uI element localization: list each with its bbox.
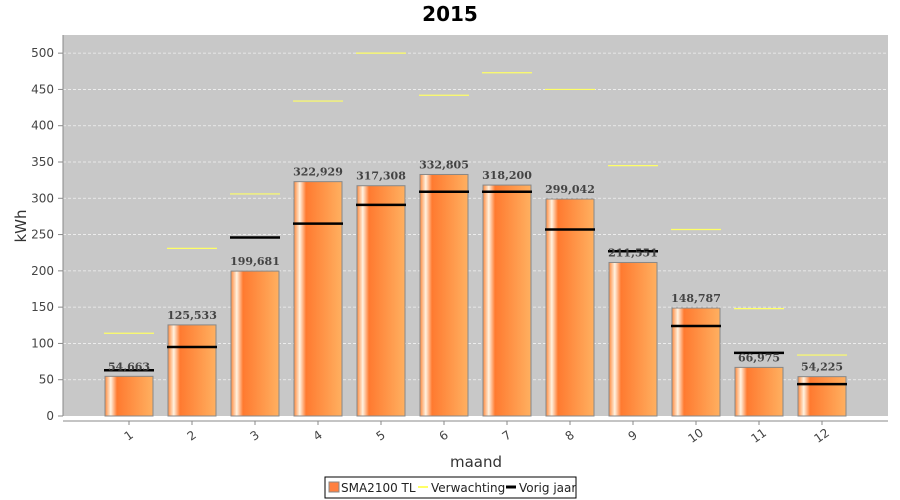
bar-9 xyxy=(608,261,658,417)
y-tick-label: 0 xyxy=(46,409,54,423)
x-axis-label: maand xyxy=(450,453,502,471)
x-tick-label: 12 xyxy=(811,426,832,446)
y-tick-label: 350 xyxy=(31,155,54,169)
y-tick-label: 450 xyxy=(31,82,54,96)
y-tick-label: 200 xyxy=(31,264,54,278)
data-label-5: 317,308 xyxy=(356,170,406,183)
y-tick-label: 150 xyxy=(31,300,54,314)
y-tick-label: 250 xyxy=(31,228,54,242)
x-tick-label: 7 xyxy=(500,428,514,444)
data-label-4: 322,929 xyxy=(293,166,343,179)
x-tick-label: 3 xyxy=(248,428,262,444)
y-tick-label: 500 xyxy=(31,46,54,60)
data-label-8: 299,042 xyxy=(545,183,595,196)
legend: SMA2100 TL Verwachting Vorig jaar xyxy=(324,476,577,499)
x-tick-label: 2 xyxy=(185,428,199,444)
bar-8 xyxy=(545,198,595,417)
bar-4 xyxy=(293,181,343,417)
legend-swatch-sma2100 xyxy=(328,481,340,493)
data-label-1: 54,663 xyxy=(108,360,150,373)
x-tick-label: 5 xyxy=(374,428,388,444)
data-label-3: 199,681 xyxy=(230,255,280,268)
chart-title: 2015 xyxy=(422,2,478,26)
y-tick-label: 50 xyxy=(39,373,54,387)
y-tick-label: 300 xyxy=(31,191,54,205)
data-label-11: 66,975 xyxy=(738,351,780,364)
x-tick-label: 1 xyxy=(122,428,136,444)
x-tick-label: 10 xyxy=(685,426,706,446)
data-label-2: 125,533 xyxy=(167,309,217,322)
legend-label-sma2100: SMA2100 TL xyxy=(341,481,416,495)
data-label-7: 318,200 xyxy=(482,169,532,182)
bar-10 xyxy=(671,307,721,417)
x-tick-label: 6 xyxy=(437,428,451,444)
x-tick-label: 11 xyxy=(748,426,769,446)
legend-label-vorig-jaar: Vorig jaar xyxy=(519,481,576,495)
bar-11 xyxy=(734,366,784,417)
data-label-10: 148,787 xyxy=(671,292,721,305)
y-tick-label: 400 xyxy=(31,119,54,133)
y-tick-label: 100 xyxy=(31,336,54,350)
x-tick-label: 9 xyxy=(626,428,640,444)
legend-label-verwachting: Verwachting xyxy=(431,481,505,495)
x-tick-label: 8 xyxy=(563,428,577,444)
bar-5 xyxy=(356,185,406,417)
y-axis-label: kWh xyxy=(12,209,30,242)
data-label-9: 211,551 xyxy=(608,246,658,259)
x-tick-label: 4 xyxy=(311,428,325,444)
bar-6 xyxy=(419,173,469,417)
data-label-6: 332,805 xyxy=(419,158,469,171)
data-label-12: 54,225 xyxy=(801,361,843,374)
bar-7 xyxy=(482,184,532,417)
bar-2 xyxy=(167,324,217,417)
bar-1 xyxy=(104,375,154,417)
bar-12 xyxy=(797,376,847,417)
bar-3 xyxy=(230,270,280,417)
